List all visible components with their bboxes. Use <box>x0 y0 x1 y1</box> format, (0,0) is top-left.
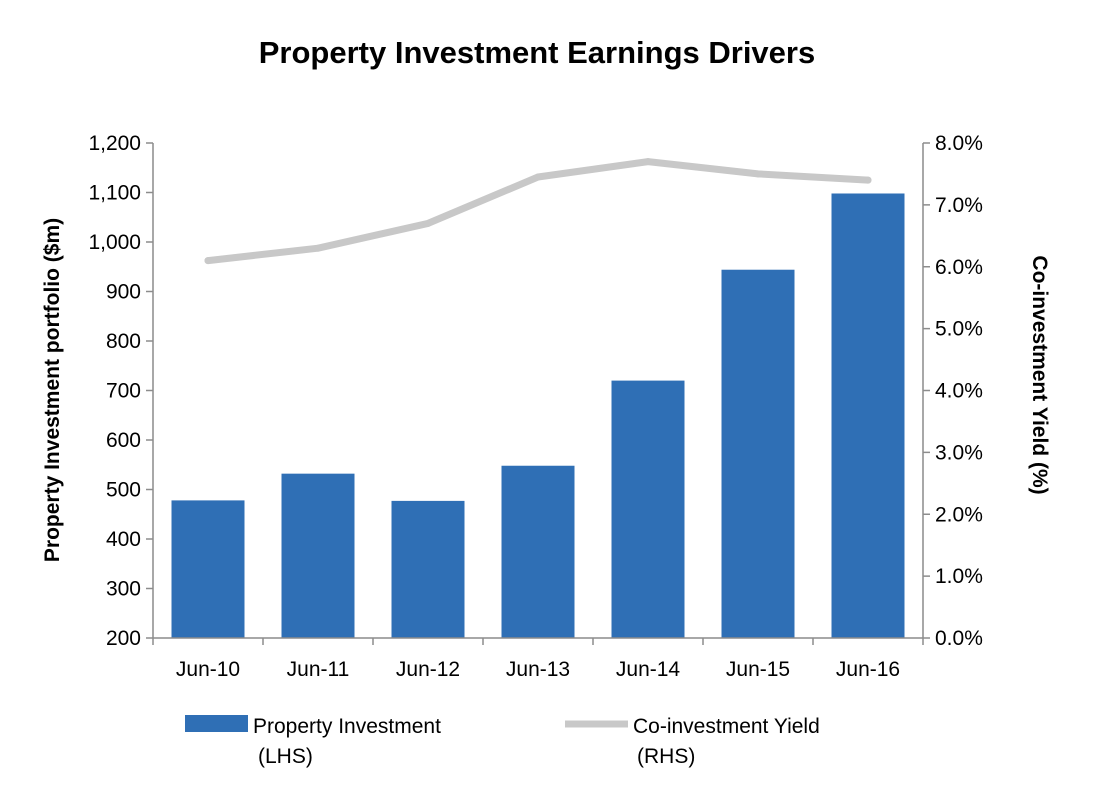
legend-label-property-investment-lhs: (LHS) <box>258 745 313 768</box>
y-left-tick-label: 400 <box>106 528 141 551</box>
bar-jun-12 <box>391 500 465 638</box>
legend-label-coinvestment-yield: Co-investment Yield <box>633 715 820 738</box>
bar-jun-11 <box>281 473 355 638</box>
y-left-tick-label: 1,100 <box>88 182 141 205</box>
line-point-jun-16 <box>864 176 872 184</box>
x-tick-label: Jun-10 <box>176 658 240 681</box>
legend-label-coinvestment-yield-rhs: (RHS) <box>637 745 695 768</box>
y-right-tick-label: 3.0% <box>935 441 983 464</box>
bar-jun-10 <box>171 500 245 638</box>
line-point-jun-15 <box>754 170 762 178</box>
line-point-jun-12 <box>424 219 432 227</box>
y-right-tick-label: 2.0% <box>935 503 983 526</box>
legend: Property Investment (LHS) Co-investment … <box>185 715 820 768</box>
bar-jun-16 <box>831 193 905 639</box>
bar-jun-13 <box>501 465 575 638</box>
x-tick-label: Jun-11 <box>287 658 350 681</box>
y-left-tick-label: 1,000 <box>88 231 141 254</box>
y-right-tick-label: 6.0% <box>935 256 983 279</box>
line-point-jun-13 <box>534 173 542 181</box>
x-tick-label: Jun-12 <box>396 658 460 681</box>
chart-title: Property Investment Earnings Drivers <box>259 35 815 70</box>
line-point-jun-10 <box>204 257 212 265</box>
y-left-tick-label: 200 <box>106 627 141 650</box>
bar-jun-15 <box>721 269 795 638</box>
legend-label-property-investment: Property Investment <box>253 715 441 738</box>
y-left-tick-label: 300 <box>106 578 141 601</box>
plot-area: 200 300 400 500 600 700 800 900 1,000 1,100 1,200 0… <box>88 132 982 681</box>
y-right-tick-label: 4.0% <box>935 380 983 403</box>
line-point-jun-11 <box>314 244 322 252</box>
y-right-tick-label: 8.0% <box>935 132 983 155</box>
x-tick-label: Jun-16 <box>836 658 900 681</box>
y-right-tick-label: 7.0% <box>935 194 983 217</box>
legend-swatch-property-investment <box>185 715 248 732</box>
y-right-tick-label: 5.0% <box>935 318 983 341</box>
y-left-tick-label: 1,200 <box>88 132 141 155</box>
y-left-axis-title: Property Investment portfolio ($m) <box>41 218 64 562</box>
y-left-tick-label: 500 <box>106 479 141 502</box>
y-right-axis-title: Co-investment Yield (%) <box>1028 255 1051 494</box>
y-right-tick-label: 0.0% <box>935 627 983 650</box>
x-tick-label: Jun-14 <box>616 658 681 681</box>
y-right-tick-label: 1.0% <box>935 565 983 588</box>
bar-jun-14 <box>611 380 685 638</box>
x-tick-label: Jun-15 <box>726 658 790 681</box>
y-left-tick-label: 600 <box>106 429 141 452</box>
y-left-tick-label: 900 <box>106 281 141 304</box>
y-left-tick-label: 700 <box>106 380 141 403</box>
y-left-tick-label: 800 <box>106 330 141 353</box>
line-point-jun-14 <box>644 158 652 166</box>
x-tick-label: Jun-13 <box>506 658 570 681</box>
